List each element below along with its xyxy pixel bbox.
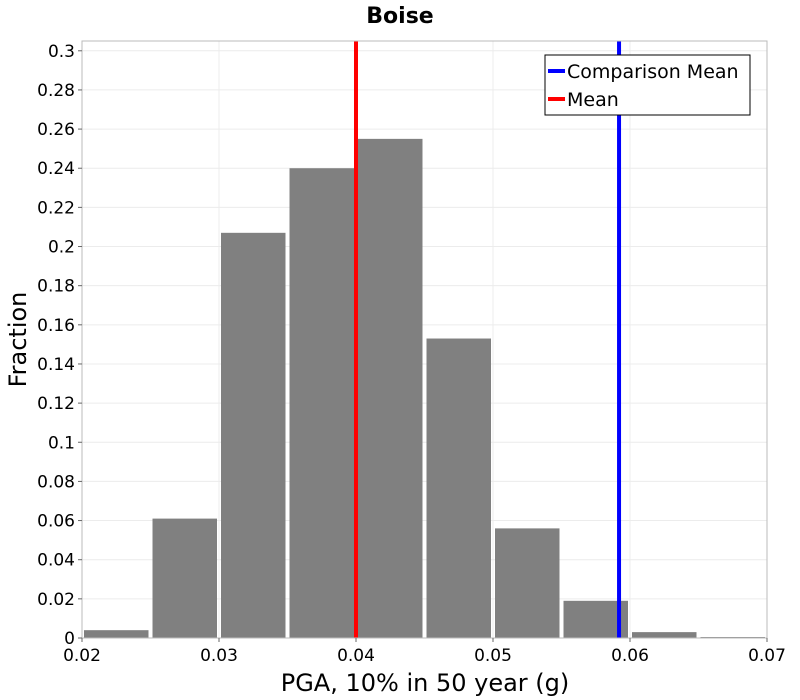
histogram-bar (221, 232, 286, 639)
y-tick-label: 0.06 (37, 512, 75, 532)
x-tick-label: 0.02 (63, 646, 101, 666)
chart-title: Boise (366, 4, 433, 29)
y-tick-label: 0.28 (37, 81, 75, 101)
legend: Comparison Mean Mean (544, 54, 751, 116)
histogram-bar (289, 168, 354, 639)
x-tick-label: 0.06 (611, 646, 649, 666)
y-tick-label: 0.16 (37, 316, 75, 336)
histogram-bar (358, 138, 423, 639)
y-tick-label: 0.08 (37, 472, 75, 492)
y-tick-label: 0.3 (48, 42, 75, 62)
x-tick-label: 0.05 (474, 646, 512, 666)
x-tick-label: 0.03 (200, 646, 238, 666)
y-tick-label: 0.04 (37, 551, 75, 571)
legend-box (544, 54, 751, 116)
mean-lines (354, 41, 622, 638)
y-tick-label: 0.1 (48, 433, 75, 453)
x-axis-ticks: 0.02 0.03 0.04 0.05 0.06 0.07 (63, 638, 786, 666)
x-axis-label: PGA, 10% in 50 year (g) (281, 669, 570, 697)
y-tick-label: 0 (64, 629, 75, 649)
histogram-bar (426, 338, 491, 638)
x-tick-label: 0.07 (748, 646, 786, 666)
y-axis-label: Fraction (4, 292, 32, 388)
plot-frame (81, 40, 768, 639)
y-axis-ticks: 0 0.02 0.04 0.06 0.08 0.1 0.12 0.14 0.16 0.18 0.2 0… (37, 42, 82, 649)
y-tick-label: 0.2 (48, 238, 75, 258)
histogram-bar (84, 630, 149, 638)
y-tick-label: 0.02 (37, 590, 75, 610)
y-tick-label: 0.24 (37, 159, 75, 179)
histogram-bar (632, 632, 697, 638)
y-tick-label: 0.14 (37, 355, 75, 375)
legend-label: Comparison Mean (567, 61, 739, 83)
y-tick-label: 0.26 (37, 120, 75, 140)
histogram-bar (495, 528, 560, 638)
y-tick-label: 0.12 (37, 394, 75, 414)
legend-label: Mean (567, 89, 619, 111)
histogram-bars (84, 138, 765, 639)
y-tick-label: 0.18 (37, 277, 75, 297)
x-tick-label: 0.04 (337, 646, 375, 666)
histogram-bar (152, 518, 217, 638)
y-tick-label: 0.22 (37, 198, 75, 218)
